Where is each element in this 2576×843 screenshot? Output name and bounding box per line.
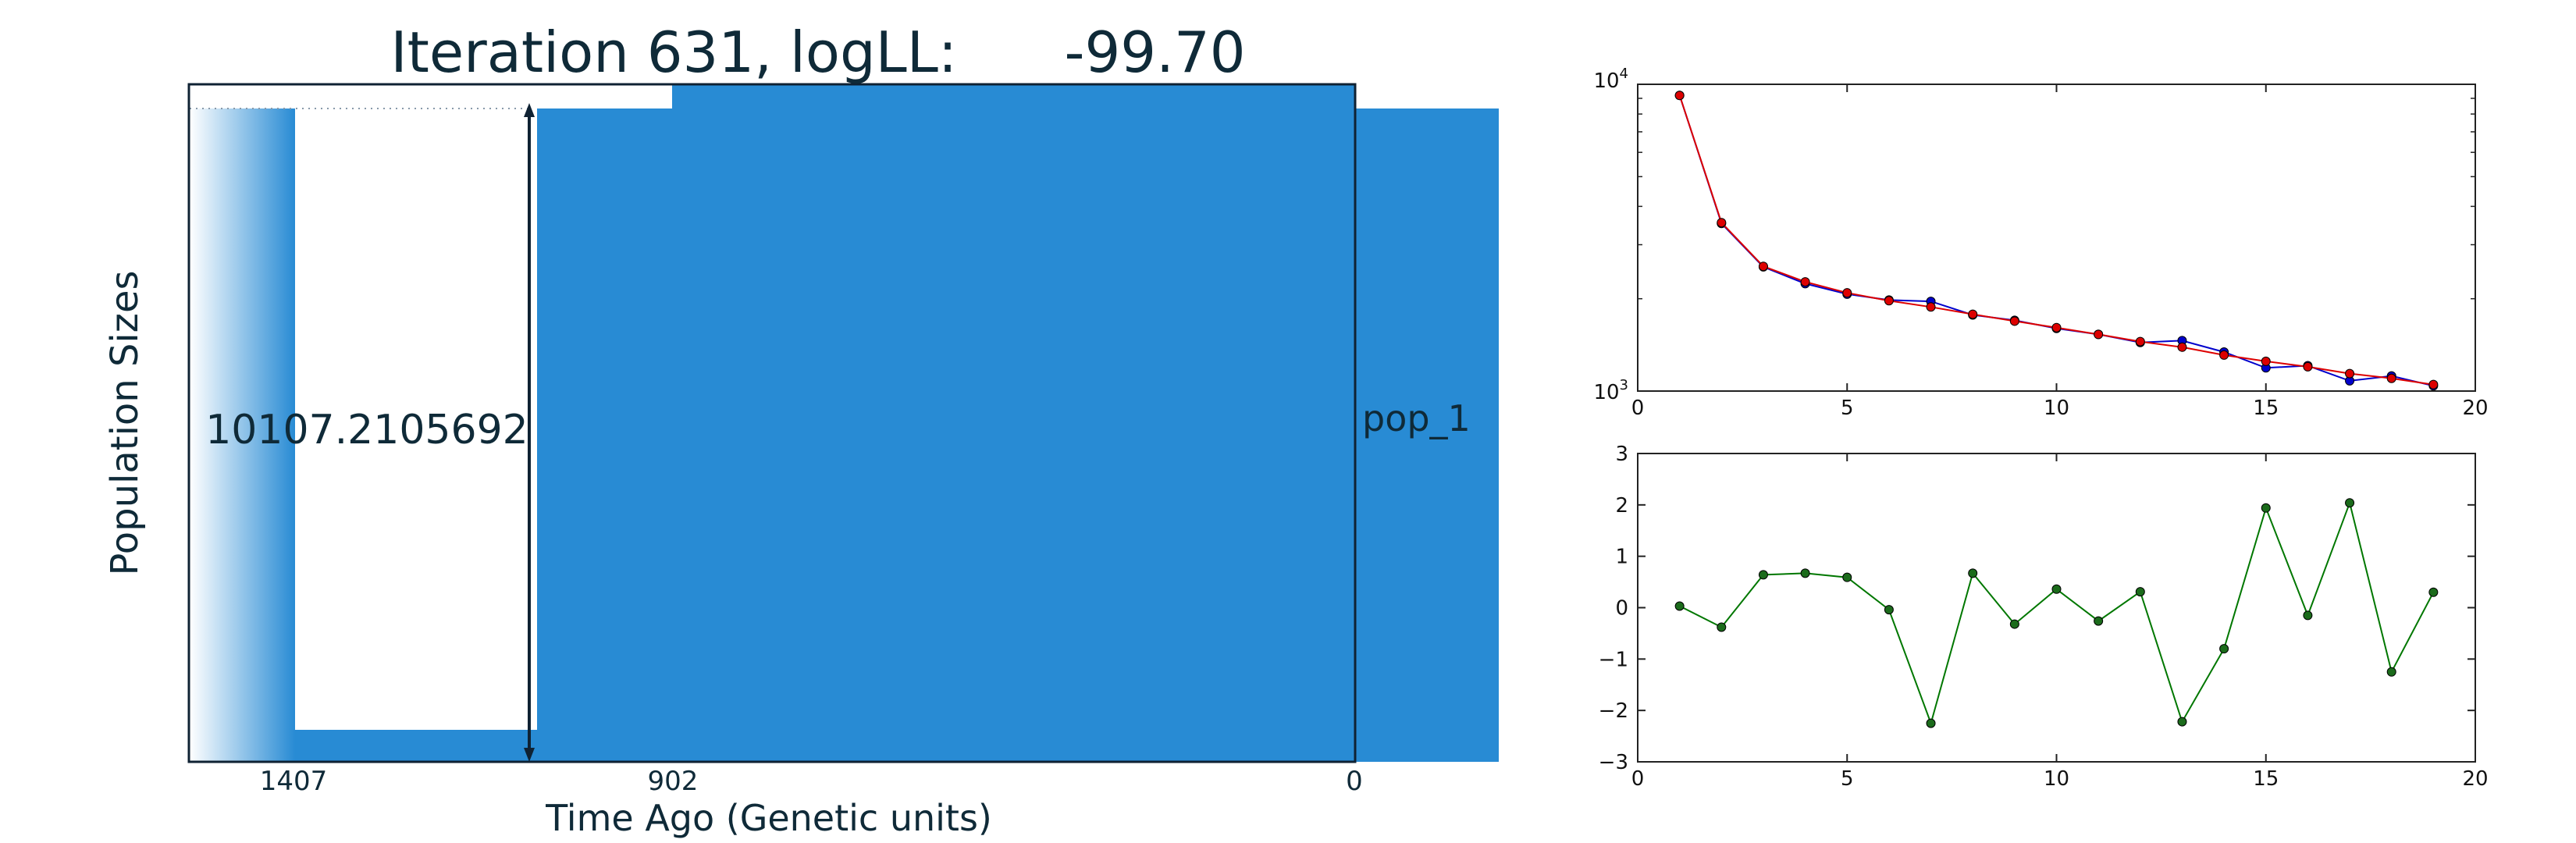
data-point-red — [1717, 218, 1727, 228]
y-tick-label: −2 — [1599, 699, 1628, 723]
x-tick-label: 5 — [1841, 767, 1854, 791]
data-point-red — [1800, 277, 1810, 287]
x-tick-label: 15 — [2253, 767, 2279, 791]
size-arrow-head-bottom — [524, 748, 535, 762]
y-tick-label: 3 — [1615, 443, 1628, 466]
data-point-green — [1968, 568, 1978, 578]
data-point-green — [2051, 584, 2062, 594]
demography-frame — [187, 83, 1357, 763]
data-point-red — [2094, 329, 2104, 340]
data-point-red — [2345, 368, 2355, 379]
data-point-green — [2386, 667, 2396, 677]
x-tick-label: 20 — [2462, 397, 2488, 420]
demography-panel: Iteration 631, logLL: -99.70 Population … — [103, 20, 1499, 839]
y-tick-label: 103 — [1593, 377, 1628, 404]
chart-title: Iteration 631, logLL: -99.70 — [390, 20, 1245, 85]
data-point-green — [2428, 587, 2439, 597]
y-axis-label: Population Sizes — [103, 271, 147, 576]
data-point-red — [1842, 288, 1852, 298]
log-scale-plot: 104 103 0 5 10 15 20 — [1593, 66, 2488, 420]
data-point-green — [2009, 619, 2019, 629]
data-point-green — [1758, 570, 1768, 580]
x-tick-label: 0 — [1346, 766, 1363, 797]
x-tick-label: 5 — [1841, 397, 1854, 420]
data-point-red — [2177, 342, 2187, 352]
y-tick-label: 104 — [1593, 66, 1628, 93]
data-point-green — [2135, 587, 2145, 597]
x-tick-label: 15 — [2253, 397, 2279, 420]
y-tick-label: 2 — [1615, 494, 1628, 518]
series-line-red — [1678, 94, 2434, 386]
data-point-green — [2345, 498, 2355, 508]
ancient-fade-band — [190, 108, 295, 762]
x-tick-label: 0 — [1631, 397, 1645, 420]
data-point-red — [2135, 336, 2145, 347]
x-axis-label: Time Ago (Genetic units) — [545, 797, 992, 839]
data-point-green — [1842, 572, 1852, 582]
data-point-red — [2219, 350, 2229, 360]
data-point-red — [2261, 356, 2271, 366]
ancient-small-pop-block — [295, 730, 537, 762]
recent-large-pop-block — [537, 108, 1499, 762]
data-point-red — [1674, 91, 1685, 101]
data-point-red — [1758, 261, 1768, 272]
x-tick-label: 1407 — [260, 766, 328, 797]
series-line-blue — [1678, 94, 2434, 387]
log-plot-frame — [1637, 84, 2476, 392]
data-point-red — [1968, 309, 1978, 319]
data-point-green — [2094, 616, 2104, 626]
y-tick-label: 0 — [1615, 597, 1628, 621]
data-point-green — [2219, 644, 2229, 654]
size-arrow-head-top — [524, 103, 535, 117]
data-point-green — [1884, 605, 1894, 615]
data-point-red — [1884, 296, 1894, 306]
x-tick-label: 10 — [2044, 767, 2069, 791]
data-point-green — [1800, 568, 1810, 578]
x-tick-label: 20 — [2462, 767, 2488, 791]
x-tick-label: 902 — [648, 766, 699, 797]
y-tick-label: 1 — [1615, 546, 1628, 569]
data-point-green — [2303, 610, 2313, 621]
data-point-red — [2009, 316, 2019, 326]
y-tick-label: −3 — [1599, 751, 1628, 774]
data-point-red — [1926, 302, 1936, 312]
x-tick-label: 10 — [2044, 397, 2069, 420]
data-point-green — [2177, 717, 2187, 727]
x-tick-label: 0 — [1631, 767, 1645, 791]
data-point-red — [2051, 322, 2062, 333]
data-point-red — [2428, 379, 2439, 389]
population-name-label: pop_1 — [1362, 397, 1471, 439]
data-point-red — [2303, 361, 2313, 372]
data-point-green — [1717, 622, 1727, 632]
data-point-green — [1926, 718, 1936, 728]
data-point-green — [1674, 601, 1685, 611]
top-notch-block — [672, 84, 1354, 108]
data-point-red — [2386, 373, 2396, 383]
data-point-green — [2261, 503, 2271, 513]
series-line-green — [1679, 500, 2435, 726]
population-size-label: 10107.2105692 — [205, 407, 528, 454]
y-tick-label: −1 — [1599, 648, 1628, 671]
